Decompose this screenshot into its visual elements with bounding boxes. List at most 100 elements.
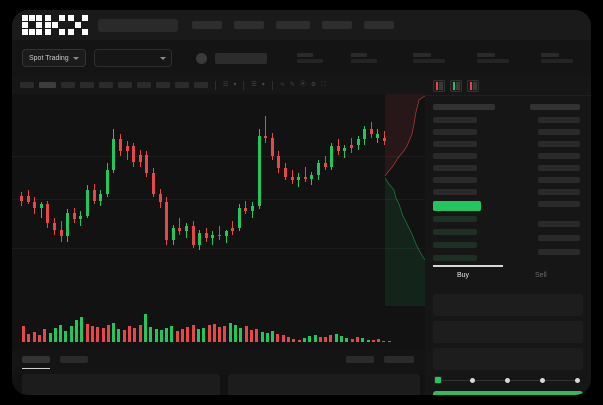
slider-step-50[interactable]: [505, 377, 510, 383]
okx-logo[interactable]: [22, 15, 88, 35]
timeframe-2[interactable]: [39, 82, 56, 88]
volume-bar: [154, 328, 158, 342]
orderbook-right-row[interactable]: [538, 221, 580, 227]
volume-bar: [143, 313, 147, 342]
indicator-icon[interactable]: ☳: [223, 82, 229, 88]
volume-bar: [302, 337, 306, 342]
orderbook-right-row[interactable]: [538, 235, 580, 241]
orderbook-ask-row[interactable]: [433, 117, 477, 123]
orderbook-bid-row[interactable]: [433, 255, 477, 261]
orderbook-header: [425, 76, 591, 96]
volume-bar: [22, 325, 25, 342]
top-navigation-bar: [12, 10, 591, 40]
volume-bar: [112, 323, 116, 342]
bottom-tab-action-2[interactable]: [384, 356, 414, 363]
orderbook-ask-row[interactable]: [433, 141, 477, 147]
timeframe-7[interactable]: [137, 82, 151, 88]
nav-item-markets[interactable]: [234, 21, 264, 29]
orderbook-right-row[interactable]: [538, 189, 580, 195]
nav-item-more[interactable]: [364, 21, 394, 29]
timeframe-4[interactable]: [80, 82, 94, 88]
orderbook-ask-row[interactable]: [433, 129, 477, 135]
timeframe-1[interactable]: [20, 82, 34, 88]
bottom-tab-open-orders[interactable]: [22, 356, 50, 363]
price-chart[interactable]: [12, 94, 425, 306]
spot-trading-dropdown[interactable]: Spot Trading: [22, 49, 86, 67]
tab-buy[interactable]: Buy: [457, 272, 470, 279]
orderbook-bid-row[interactable]: [433, 242, 477, 248]
orderbook-right-row[interactable]: [538, 201, 580, 207]
timeframe-6[interactable]: [118, 82, 132, 88]
orderbook-bid-row[interactable]: [433, 229, 477, 235]
volume-bar: [239, 328, 243, 342]
chart-type-icon[interactable]: ☰: [251, 82, 257, 88]
volume-bar: [387, 340, 391, 342]
chevron-down-icon: [159, 56, 166, 60]
slider-step-75[interactable]: [540, 377, 545, 383]
orderbook-ask-row[interactable]: [433, 189, 477, 195]
orderbook-view-both-icon[interactable]: [433, 79, 445, 92]
place-buy-order-button[interactable]: [433, 391, 583, 395]
order-amount-field[interactable]: [433, 321, 583, 343]
volume-bar: [382, 340, 386, 342]
orderbook-right-row[interactable]: [538, 117, 580, 123]
timeframe-3[interactable]: [61, 82, 75, 88]
timeframe-5[interactable]: [99, 82, 113, 88]
pair-selector[interactable]: [93, 49, 172, 67]
amount-percent-slider[interactable]: [434, 376, 582, 384]
chart-gridline: [12, 156, 425, 158]
slider-step-100[interactable]: [575, 377, 580, 383]
orderbook-mid-price[interactable]: [433, 201, 481, 211]
volume-bar: [196, 329, 200, 342]
volume-bar: [223, 325, 227, 342]
line-tool-icon[interactable]: ∿: [279, 82, 285, 88]
volume-bar: [371, 340, 375, 342]
nav-item-assets[interactable]: [322, 21, 352, 29]
bottom-tab-order-history[interactable]: [60, 356, 88, 363]
volume-bar: [165, 327, 169, 342]
orderbook-right-row[interactable]: [538, 153, 580, 159]
orderbook-view-bids-icon[interactable]: [450, 79, 462, 92]
bottom-tab-action-1[interactable]: [346, 356, 374, 363]
nav-item-trade[interactable]: [192, 21, 222, 29]
fullscreen-icon[interactable]: ⛶: [321, 82, 326, 88]
pencil-draw-icon[interactable]: ✎: [289, 82, 295, 88]
volume-bar: [361, 338, 365, 342]
orderbook-bid-row[interactable]: [433, 216, 477, 222]
order-price-field[interactable]: [433, 294, 583, 316]
orderbook-view-asks-icon[interactable]: [467, 79, 479, 92]
bottom-panel-right[interactable]: [228, 374, 420, 395]
volume-bar: [37, 334, 41, 342]
tab-sell[interactable]: Sell: [535, 272, 547, 279]
search-input[interactable]: [98, 18, 178, 32]
chevron-down-icon[interactable]: ▾: [233, 82, 237, 88]
timeframe-8[interactable]: [156, 82, 170, 88]
orderbook-ask-row[interactable]: [433, 177, 477, 183]
orderbook-ask-row[interactable]: [433, 153, 477, 159]
settings-gear-icon[interactable]: ⚙: [310, 82, 317, 88]
timeframe-9[interactable]: [175, 82, 189, 88]
volume-bar: [260, 331, 264, 342]
volume-bar: [48, 333, 52, 342]
volume-bar: [271, 330, 275, 342]
orderbook-right-row[interactable]: [538, 177, 580, 183]
orderbook-and-order-panel: Buy Sell: [425, 76, 591, 395]
magnet-icon[interactable]: Ⓐ: [299, 82, 306, 88]
orderbook-right-row[interactable]: [538, 141, 580, 147]
orderbook-right-row[interactable]: [538, 165, 580, 171]
slider-step-25[interactable]: [470, 377, 475, 383]
bottom-panel-left[interactable]: [22, 374, 220, 395]
orderbook-right-row[interactable]: [538, 249, 580, 255]
timeframe-10[interactable]: [194, 82, 208, 88]
nav-item-earn[interactable]: [276, 21, 310, 29]
order-total-field[interactable]: [433, 348, 583, 370]
slider-handle[interactable]: [434, 376, 442, 384]
orderbook-ask-row[interactable]: [433, 165, 477, 171]
volume-bar: [32, 332, 36, 342]
volume-bar: [292, 339, 296, 342]
chevron-down-icon-2[interactable]: ▾: [261, 82, 265, 88]
volume-bar: [106, 324, 110, 342]
orderbook-right-row[interactable]: [538, 129, 580, 135]
stat-volume-24h: [413, 53, 445, 63]
